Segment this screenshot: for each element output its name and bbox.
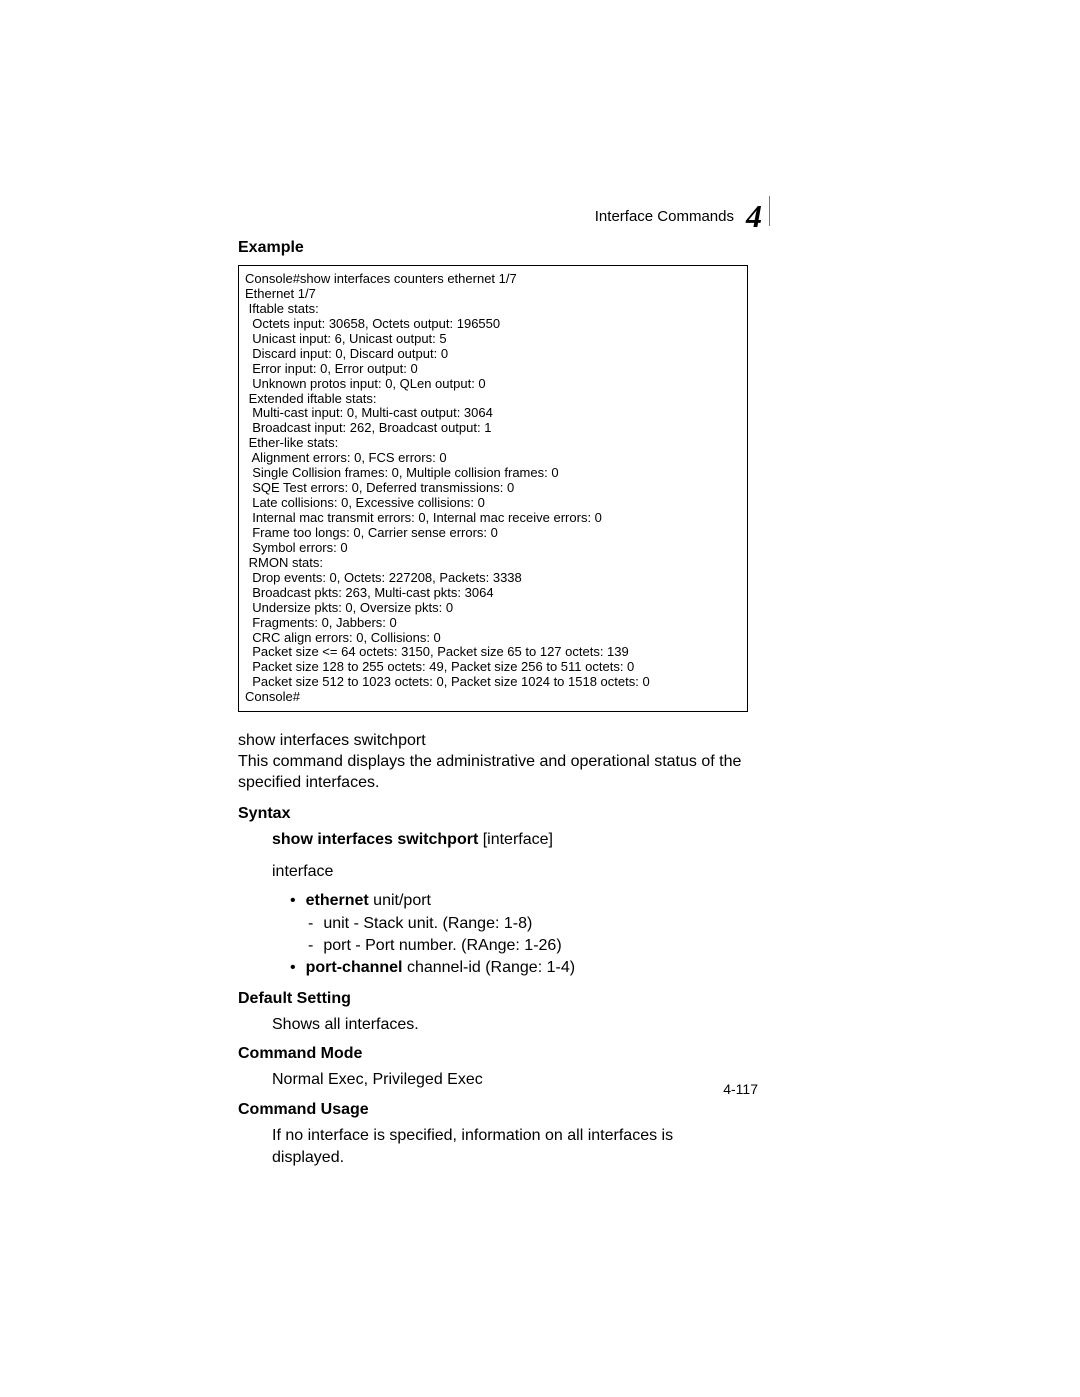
syntax-command-bold: show interfaces switchport (272, 831, 478, 848)
syntax-unit-text: unit - Stack unit. (Range: 1-8) (323, 913, 532, 935)
chapter-number: 4 (746, 198, 762, 235)
command-usage-text: If no interface is specified, informatio… (272, 1125, 748, 1168)
command-mode-heading: Command Mode (238, 1045, 748, 1063)
dash-icon: - (308, 935, 313, 957)
command-mode-text: Normal Exec, Privileged Exec (272, 1069, 748, 1091)
syntax-command-rest: [interface] (478, 831, 553, 848)
syntax-ethernet-text: ethernet unit/port (306, 890, 431, 912)
syntax-command-line: show interfaces switchport [interface] (272, 829, 748, 851)
command-usage-heading: Command Usage (238, 1101, 748, 1119)
syntax-port-row: - port - Port number. (RAnge: 1-26) (308, 935, 748, 957)
command-description: This command displays the administrative… (238, 752, 748, 793)
syntax-portchannel-row: • port-channel channel-id (Range: 1-4) (290, 957, 748, 979)
page-header: Interface Commands 4 (595, 198, 762, 235)
bullet-icon: • (290, 957, 296, 979)
syntax-portchannel-bold: port-channel (306, 959, 403, 976)
example-heading: Example (238, 239, 748, 257)
syntax-ethernet-bold: ethernet (306, 892, 369, 909)
syntax-portchannel-rest: channel-id (Range: 1-4) (403, 959, 576, 976)
command-title: show interfaces switchport (238, 732, 748, 750)
syntax-interface-word: interface (272, 861, 748, 883)
console-output: Console#show interfaces counters etherne… (238, 265, 748, 712)
default-setting-text: Shows all interfaces. (272, 1014, 748, 1036)
page: Interface Commands 4 Example Console#sho… (0, 0, 1080, 1397)
page-number: 4-117 (723, 1081, 758, 1097)
content-body: Example Console#show interfaces counters… (238, 239, 748, 1168)
dash-icon: - (308, 913, 313, 935)
syntax-ethernet-row: • ethernet unit/port (290, 890, 748, 912)
syntax-unit-row: - unit - Stack unit. (Range: 1-8) (308, 913, 748, 935)
syntax-heading: Syntax (238, 805, 748, 823)
bullet-icon: • (290, 890, 296, 912)
syntax-ethernet-rest: unit/port (369, 892, 431, 909)
syntax-portchannel-text: port-channel channel-id (Range: 1-4) (306, 957, 575, 979)
syntax-port-text: port - Port number. (RAnge: 1-26) (323, 935, 561, 957)
header-section-label: Interface Commands (595, 208, 734, 225)
default-setting-heading: Default Setting (238, 990, 748, 1008)
header-divider (769, 196, 770, 226)
